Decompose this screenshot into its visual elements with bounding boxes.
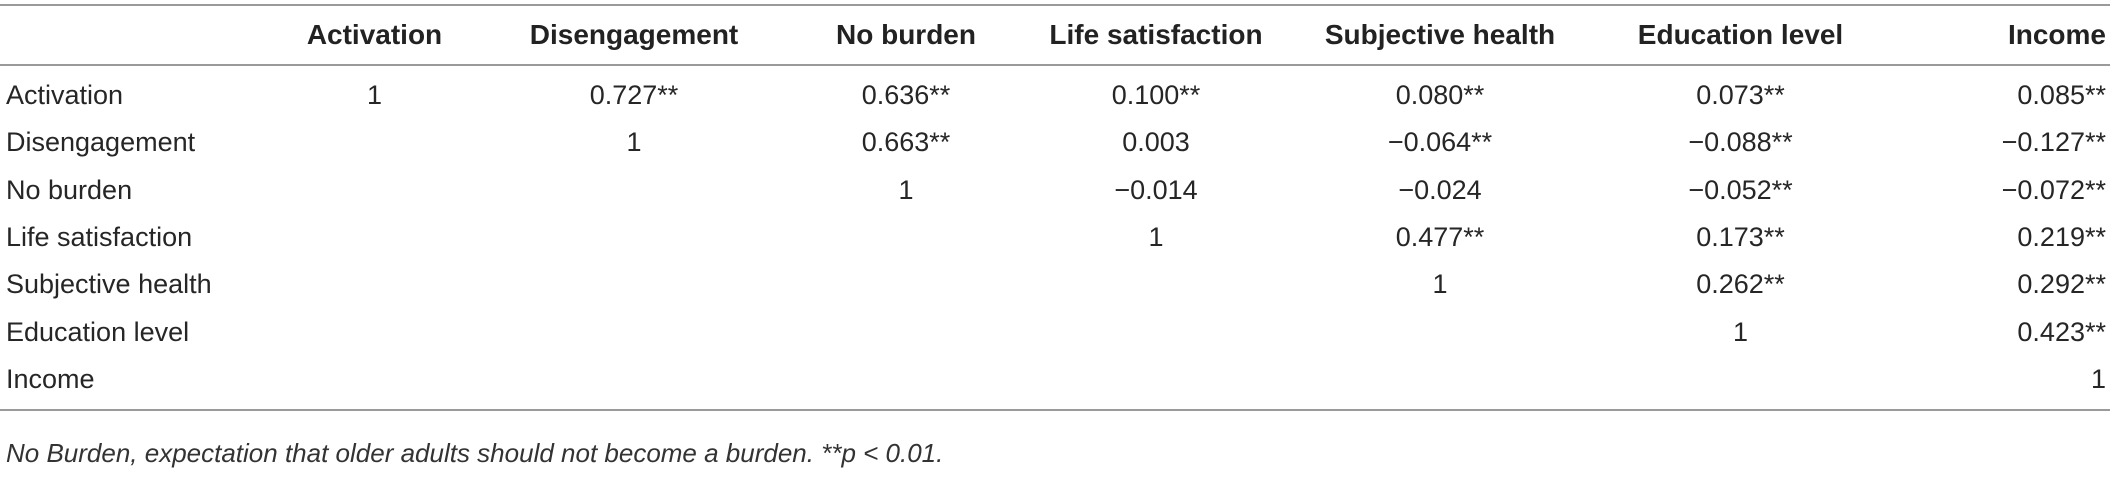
header-disengagement: Disengagement xyxy=(477,4,791,66)
table-cell xyxy=(272,167,477,214)
table-cell: 0.262** xyxy=(1696,269,1785,300)
table-row: Education level 1 0.423** xyxy=(0,308,2110,355)
table-cell xyxy=(272,119,477,166)
row-label: Income xyxy=(0,355,272,412)
table-cell: −0.024 xyxy=(1398,174,1482,205)
table-cell: 1 xyxy=(1148,222,1164,253)
header-activation: Activation xyxy=(272,4,477,66)
correlation-table: Activation Disengagement No burden Life … xyxy=(0,4,2110,412)
table-cell xyxy=(1291,355,1589,412)
table-row: Activation 1 0.727** 0.636** 0.100** 0.0… xyxy=(0,65,2110,119)
table-cell: 1 xyxy=(898,174,914,205)
table-cell xyxy=(477,355,791,412)
table-cell xyxy=(791,308,1021,355)
table-cell: 1 xyxy=(1892,355,2110,412)
table-cell xyxy=(1589,355,1892,412)
table-cell: −0.088** xyxy=(1688,127,1793,158)
row-label: Subjective health xyxy=(6,269,212,300)
table-cell: 0.292** xyxy=(2017,269,2106,300)
table-cell xyxy=(1021,355,1291,412)
header-subjective-health: Subjective health xyxy=(1291,4,1589,66)
table-cell: 0.477** xyxy=(1395,222,1485,253)
table-cell xyxy=(477,214,791,261)
table-cell xyxy=(272,308,477,355)
table-cell: 0.663** xyxy=(861,127,951,158)
table-cell xyxy=(272,355,477,412)
row-label: Life satisfaction xyxy=(6,222,193,253)
header-income: Income xyxy=(1892,4,2110,66)
table-cell xyxy=(477,308,791,355)
table-cell xyxy=(477,167,791,214)
table-cell: 1 xyxy=(1732,316,1749,347)
header-education-level: Education level xyxy=(1589,4,1892,66)
table-cell: 0.073** xyxy=(1696,80,1785,111)
table-cell xyxy=(791,261,1021,308)
table-cell: 0.423** xyxy=(2017,316,2106,347)
header-corner xyxy=(0,4,272,66)
table-cell: 0.100** xyxy=(1111,80,1201,111)
header-life-satisfaction: Life satisfaction xyxy=(1021,4,1291,66)
table-row: Subjective health 1 0.262** 0.292** xyxy=(0,261,2110,308)
table-cell: 0.173** xyxy=(1696,222,1785,253)
table-cell: −0.127** xyxy=(2001,127,2106,158)
table-cell xyxy=(791,355,1021,412)
table-cell: −0.072** xyxy=(2001,174,2106,205)
table-cell: −0.052** xyxy=(1688,174,1793,205)
table-cell xyxy=(272,261,477,308)
table-cell: 0.003 xyxy=(1122,127,1190,158)
table-cell: 0.219** xyxy=(2017,222,2106,253)
table-cell: 1 xyxy=(366,80,383,111)
table-cell xyxy=(477,261,791,308)
table-cell: 1 xyxy=(626,127,642,158)
table-row: Disengagement 1 0.663** 0.003 −0.064** −… xyxy=(0,119,2110,166)
table-cell xyxy=(791,214,1021,261)
table-header-row: Activation Disengagement No burden Life … xyxy=(0,4,2110,66)
table-cell xyxy=(1021,261,1291,308)
row-label: No burden xyxy=(6,174,133,205)
table-cell: 0.085** xyxy=(2017,80,2106,111)
table-footnote: No Burden, expectation that older adults… xyxy=(6,438,944,468)
table-cell xyxy=(1021,308,1291,355)
table-cell xyxy=(272,214,477,261)
table-cell xyxy=(1291,308,1589,355)
table-row: Income 1 xyxy=(0,355,2110,412)
table-row: Life satisfaction 1 0.477** 0.173** 0.21… xyxy=(0,214,2110,261)
table-cell: 0.080** xyxy=(1395,80,1485,111)
row-label: Education level xyxy=(6,316,190,347)
table-row: No burden 1 −0.014 −0.024 −0.052** −0.07… xyxy=(0,167,2110,214)
table-cell: −0.064** xyxy=(1387,127,1493,158)
table-cell: −0.014 xyxy=(1114,174,1198,205)
header-no-burden: No burden xyxy=(791,4,1021,66)
row-label: Activation xyxy=(6,80,124,111)
table-cell: 0.636** xyxy=(861,80,951,111)
row-label: Disengagement xyxy=(6,127,196,158)
table-cell: 1 xyxy=(1432,269,1448,300)
table-cell: 0.727** xyxy=(589,80,679,111)
